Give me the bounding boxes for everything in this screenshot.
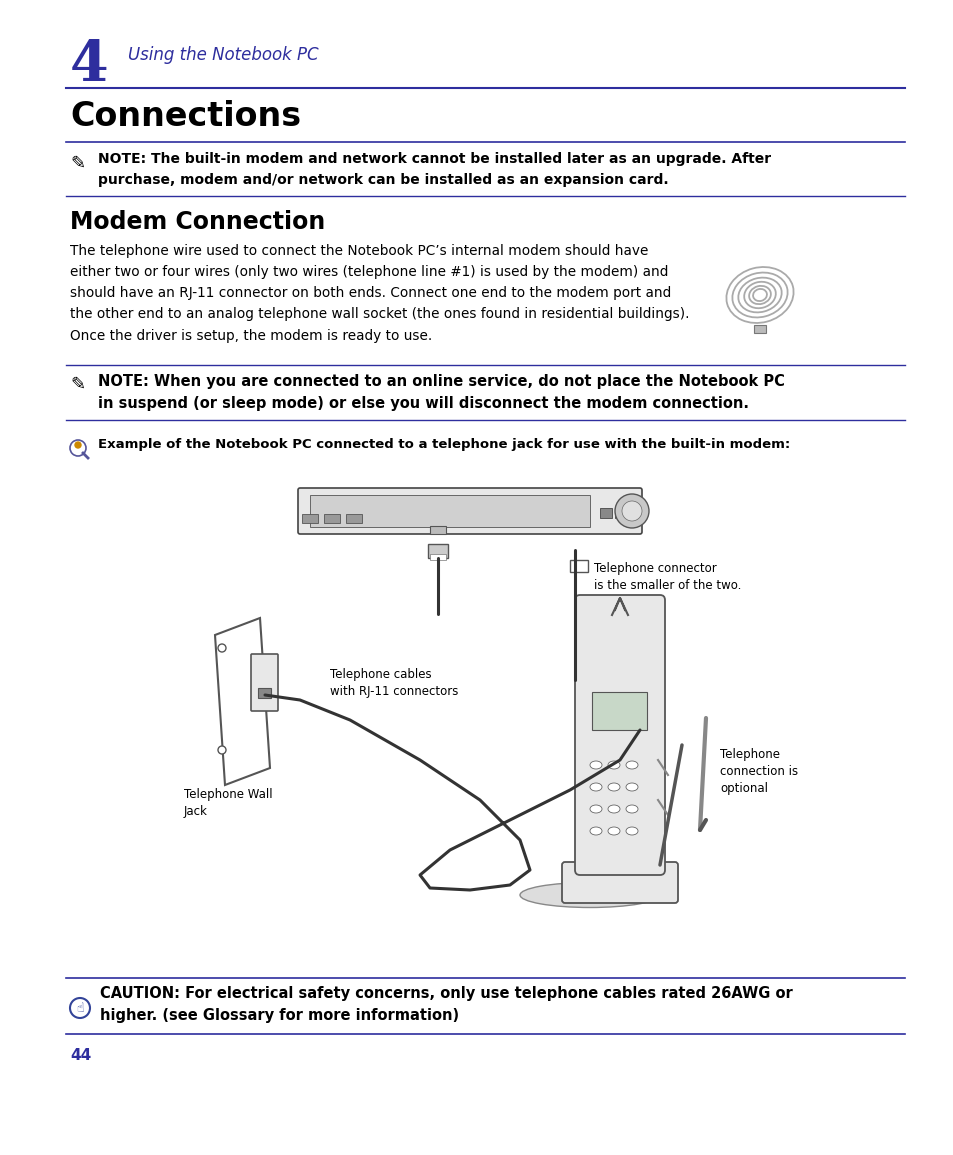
Bar [430,554,446,560]
Text: Telephone cables
with RJ-11 connectors: Telephone cables with RJ-11 connectors [330,668,457,698]
Circle shape [218,746,226,754]
Text: CAUTION: For electrical safety concerns, only use telephone cables rated 26AWG o: CAUTION: For electrical safety concerns,… [100,986,792,1023]
Bar [599,508,612,517]
Circle shape [218,644,226,653]
FancyBboxPatch shape [575,595,664,875]
Text: NOTE: When you are connected to an online service, do not place the Notebook PC
: NOTE: When you are connected to an onlin… [98,374,784,411]
Bar [430,526,446,534]
Ellipse shape [519,882,659,908]
Bar [346,514,361,523]
Text: ✎: ✎ [70,155,85,173]
Text: The telephone wire used to connect the Notebook PC’s internal modem should have
: The telephone wire used to connect the N… [70,244,689,343]
FancyBboxPatch shape [561,862,678,903]
Text: Modem Connection: Modem Connection [70,210,325,234]
Text: Using the Notebook PC: Using the Notebook PC [128,46,318,64]
FancyBboxPatch shape [297,489,641,534]
Bar [302,514,317,523]
Text: Connections: Connections [70,100,301,133]
Ellipse shape [589,783,601,791]
Bar [310,495,589,527]
Bar [569,560,587,572]
Circle shape [621,501,641,521]
Text: NOTE: The built-in modem and network cannot be installed later as an upgrade. Af: NOTE: The built-in modem and network can… [98,152,770,187]
Circle shape [615,494,648,528]
Text: Telephone
connection is
optional: Telephone connection is optional [720,748,798,795]
Bar [592,692,646,730]
Ellipse shape [625,783,638,791]
Text: Telephone connector
is the smaller of the two.: Telephone connector is the smaller of th… [594,562,740,593]
Circle shape [75,442,81,448]
Text: ✎: ✎ [70,377,85,394]
Ellipse shape [589,761,601,769]
Text: 4: 4 [70,38,109,94]
Bar [753,325,765,333]
Ellipse shape [625,827,638,835]
Ellipse shape [625,761,638,769]
Ellipse shape [607,805,619,813]
Ellipse shape [607,827,619,835]
FancyBboxPatch shape [251,654,277,711]
Ellipse shape [625,805,638,813]
Ellipse shape [607,783,619,791]
Polygon shape [214,618,270,785]
Text: 44: 44 [70,1048,91,1063]
Bar [257,688,271,698]
Ellipse shape [589,805,601,813]
Bar [324,514,339,523]
Bar [615,508,626,517]
Ellipse shape [607,761,619,769]
Text: ☝: ☝ [76,1003,84,1015]
Bar [428,544,448,558]
Text: Example of the Notebook PC connected to a telephone jack for use with the built-: Example of the Notebook PC connected to … [98,438,789,450]
Text: Telephone Wall
Jack: Telephone Wall Jack [184,788,273,818]
Ellipse shape [589,827,601,835]
